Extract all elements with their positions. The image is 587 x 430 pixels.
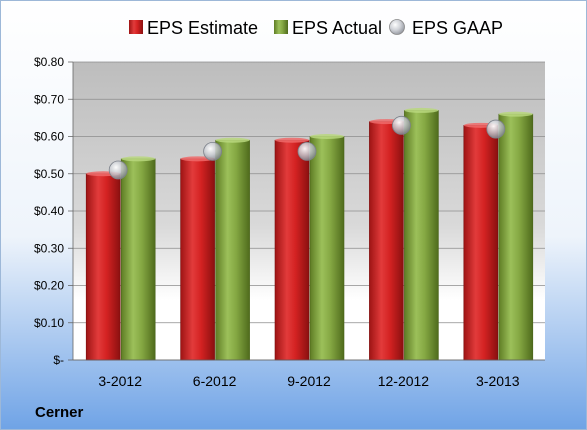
y-tick-label: $0.60 [34, 130, 64, 144]
y-tick-label: $0.10 [34, 316, 64, 330]
x-tick-label: 3-2012 [98, 373, 142, 389]
x-tick-label: 12-2012 [378, 373, 430, 389]
gaap-marker [486, 119, 506, 139]
y-tick-label: $0.40 [34, 204, 64, 218]
bar-eps-actual [309, 136, 345, 361]
bars [85, 107, 534, 361]
bar-eps-estimate [180, 158, 215, 361]
y-tick-label: $0.50 [34, 167, 64, 181]
legend-label-actual: EPS Actual [292, 18, 382, 38]
bar-eps-estimate-cap [275, 137, 309, 143]
legend: EPS Estimate EPS Actual EPS GAAP [129, 18, 503, 38]
bar-eps-actual [120, 158, 156, 361]
y-tick-label: $0.70 [34, 92, 64, 106]
gaap-markers [108, 115, 506, 180]
x-tick-label: 6-2012 [193, 373, 237, 389]
y-tick-label: $- [53, 353, 64, 367]
legend-swatch-gaap [389, 19, 405, 35]
bar-eps-actual [498, 113, 534, 361]
bar-eps-actual-cap [404, 107, 439, 113]
y-axis-ticks: $- $0.10 $0.20 $0.30 $0.40 $0.50 $0.60 $0.70 $0.… [34, 55, 74, 367]
bar-eps-actual-cap [215, 137, 250, 143]
bar-eps-estimate [463, 125, 499, 361]
gaap-marker [297, 141, 317, 161]
bar-eps-actual-cap [310, 134, 344, 139]
x-tick-label: 3-2013 [476, 373, 520, 389]
bar-eps-actual [215, 139, 250, 361]
y-tick-label: $0.20 [34, 279, 64, 293]
gaap-marker [203, 141, 223, 161]
bar-eps-estimate [85, 173, 121, 361]
gaap-marker [391, 115, 411, 135]
y-tick-label: $0.30 [34, 241, 64, 255]
bar-eps-estimate [274, 139, 310, 361]
company-name: Cerner [35, 404, 84, 421]
gaap-marker [108, 160, 128, 180]
bar-eps-actual-cap [498, 111, 533, 117]
bar-eps-actual-cap [121, 156, 156, 162]
bar-eps-estimate [369, 121, 404, 361]
legend-swatch-actual [274, 20, 288, 34]
legend-swatch-estimate [129, 20, 143, 34]
legend-label-gaap: EPS GAAP [412, 18, 503, 38]
legend-label-estimate: EPS Estimate [147, 18, 258, 38]
y-tick-label: $0.80 [34, 55, 64, 69]
bar-eps-actual [404, 110, 439, 361]
x-axis-ticks: 3-2012 6-2012 9-2012 12-2012 3-2013 [73, 359, 545, 389]
x-tick-label: 9-2012 [287, 373, 331, 389]
